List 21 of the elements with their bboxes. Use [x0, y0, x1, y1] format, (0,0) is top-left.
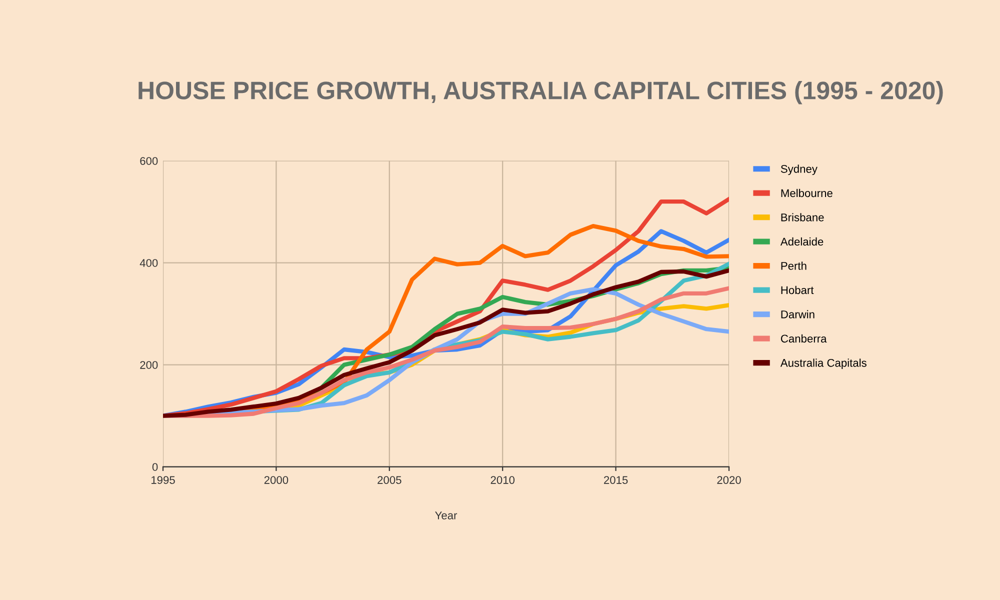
- legend-label: Adelaide: [780, 237, 824, 246]
- legend-label: Australia Capitals: [780, 358, 866, 370]
- x-tick-label: 2010: [490, 476, 515, 484]
- legend-label: Darwin: [781, 310, 814, 318]
- x-tick-label: 2000: [264, 476, 288, 484]
- y-tick-label: 0: [152, 463, 158, 471]
- x-tick-label: 2020: [717, 476, 741, 484]
- legend-label: Canberra: [780, 334, 827, 343]
- x-tick-label: 2005: [378, 476, 402, 484]
- y-tick-label: 200: [140, 361, 158, 369]
- legend-label: Sydney: [780, 164, 818, 176]
- legend-label: Perth: [781, 262, 806, 270]
- legend-label: Melbourne: [781, 188, 832, 198]
- legend-label: Hobart: [781, 286, 814, 294]
- y-tick-label: 600: [140, 157, 158, 165]
- x-tick-label: 1995: [151, 476, 175, 484]
- x-axis-title: Year: [435, 512, 458, 520]
- legend-label: Brisbane: [781, 213, 824, 222]
- x-tick-label: 2015: [604, 476, 628, 484]
- chart-title: HOUSE PRICE GROWTH, AUSTRALIA CAPITAL CITIES (1995 - 2020): [138, 81, 943, 104]
- y-tick-label: 400: [140, 259, 158, 267]
